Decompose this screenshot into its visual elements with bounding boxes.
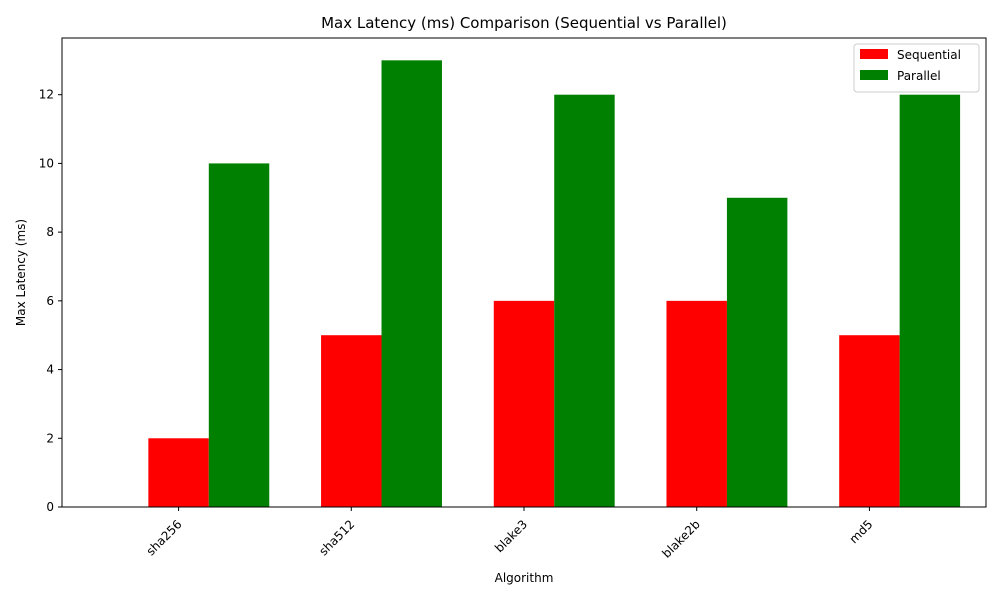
- bar-parallel-sha256: [208, 163, 270, 507]
- chart-title: Max Latency (ms) Comparison (Sequential …: [321, 14, 727, 32]
- bars-group: [148, 60, 961, 507]
- bar-parallel-sha512: [381, 60, 442, 507]
- y-tick-label: 8: [46, 225, 54, 239]
- y-axis-ticks: 0 2 4 6 8 10 12: [39, 88, 62, 514]
- bar-sequential-blake3: [493, 300, 555, 507]
- bar-sequential-sha512: [321, 335, 382, 507]
- y-axis-label: Max Latency (ms): [14, 219, 28, 326]
- legend-label-parallel: Parallel: [897, 69, 941, 83]
- legend: Sequential Parallel: [853, 43, 980, 93]
- y-tick-label: 2: [46, 431, 54, 445]
- x-axis-label: Algorithm: [495, 571, 554, 585]
- y-tick-label: 4: [46, 363, 54, 377]
- bar-sequential-blake2b: [666, 300, 727, 507]
- y-tick-label: 12: [39, 88, 54, 102]
- legend-swatch-parallel: [860, 70, 888, 80]
- bar-sequential-md5: [839, 335, 900, 507]
- bar-sequential-sha256: [148, 438, 209, 507]
- legend-label-sequential: Sequential: [897, 48, 961, 62]
- legend-swatch-sequential: [860, 49, 888, 59]
- y-tick-label: 6: [46, 294, 54, 308]
- bar-parallel-blake2b: [726, 197, 788, 507]
- y-tick-label: 10: [39, 156, 54, 170]
- bar-parallel-md5: [899, 94, 961, 507]
- y-tick-label: 0: [46, 500, 54, 514]
- bar-parallel-blake3: [554, 94, 615, 507]
